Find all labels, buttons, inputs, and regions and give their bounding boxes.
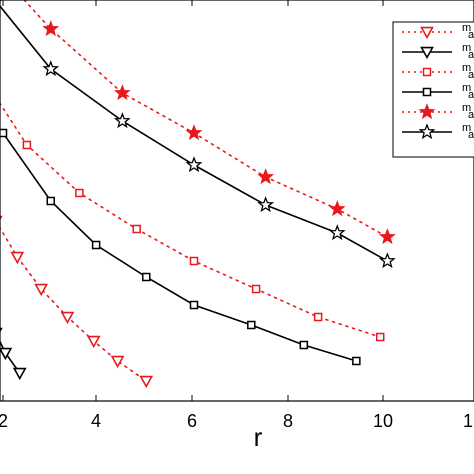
- series-0-point-4: [86, 335, 101, 349]
- legend-label-3: m: [462, 82, 471, 94]
- series-0-point-5: [110, 355, 125, 369]
- series-3-point-4: [142, 272, 151, 282]
- x-tick-label-4: 10: [373, 411, 393, 431]
- legend-marker-3: [422, 87, 432, 97]
- x-axis-label: r: [254, 422, 263, 452]
- legend-label-sub-1: a: [468, 49, 474, 61]
- series-3-point-3: [91, 240, 101, 250]
- series-3-point-2: [46, 196, 55, 206]
- legend-marker-1: [420, 46, 434, 60]
- series-1-point-1: [0, 347, 13, 361]
- legend-label-sub-2: a: [468, 69, 474, 81]
- series-5-point-2: [113, 112, 131, 129]
- x-axis-ticks: 2 4 6 8 10 1: [0, 0, 474, 431]
- legend-marker-0: [420, 26, 434, 40]
- series-3-point-8: [352, 356, 361, 366]
- series-2-point-4: [189, 256, 199, 266]
- series-line-2: [0, 102, 382, 338]
- x-tick-label-5: 1: [463, 411, 473, 431]
- series-line-0: [0, 226, 148, 382]
- series-4-point-6: [378, 228, 396, 245]
- series-5-point-1: [42, 60, 60, 77]
- series-4-point-2: [113, 84, 131, 101]
- series-4-point-1: [42, 20, 60, 37]
- legend-label-0: m: [462, 22, 471, 34]
- series-0-point-2: [34, 283, 49, 297]
- series-5-point-5: [328, 224, 346, 241]
- series-5-point-3: [185, 156, 203, 173]
- series-3-point-1: [0, 128, 8, 138]
- legend-label-sub-0: a: [468, 29, 474, 41]
- series-2-point-7: [375, 332, 385, 342]
- series-3-point-6: [247, 320, 256, 330]
- series-2-point-2: [75, 188, 84, 198]
- legend-label-2: m: [462, 62, 471, 74]
- x-tick-label-3: 8: [283, 411, 293, 431]
- series-5-point-6: [378, 252, 396, 269]
- legend-label-4: m: [462, 102, 471, 114]
- legend-label-sub-5: a: [468, 129, 474, 141]
- x-tick-label-0: 2: [0, 411, 8, 431]
- legend-label-sub-4: a: [468, 109, 474, 121]
- series-4-point-3: [185, 124, 203, 141]
- series-3-point-7: [299, 340, 309, 350]
- series-4-point-5: [328, 200, 346, 217]
- series-5-point-4: [257, 196, 275, 213]
- series-0-point-6: [139, 375, 154, 389]
- series-0-point-3: [60, 311, 75, 325]
- plot-frame: [0, 0, 474, 402]
- legend-label-1: m: [462, 42, 471, 54]
- series-2-point-6: [313, 312, 323, 322]
- x-tick-label-2: 6: [187, 411, 197, 431]
- legend-label-sub-3: a: [468, 89, 474, 101]
- series-2-point-1: [22, 140, 32, 150]
- plot-series-group: [0, 0, 396, 389]
- legend-label-5: m: [462, 122, 471, 134]
- x-tick-label-1: 4: [91, 411, 101, 431]
- legend-marker-5: [418, 123, 436, 140]
- series-0-point-1: [10, 251, 25, 265]
- series-2-point-3: [132, 224, 141, 234]
- series-1-point-2: [12, 367, 27, 381]
- legend-box: [392, 21, 474, 158]
- series-4-point-4: [257, 168, 275, 185]
- series-line-3: [0, 130, 358, 362]
- legend-marker-2: [422, 67, 432, 77]
- series-2-point-5: [251, 284, 261, 294]
- series-line-4: [23, 0, 389, 238]
- series-3-point-5: [189, 300, 199, 310]
- legend-marker-4: [418, 103, 436, 120]
